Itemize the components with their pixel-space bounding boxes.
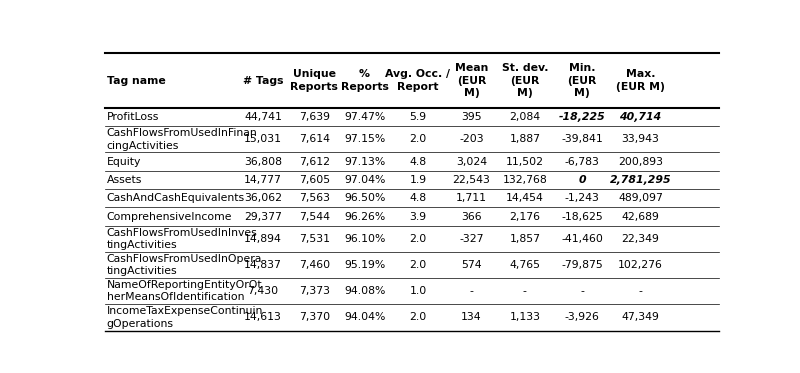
Text: 2.0: 2.0 [410,234,426,244]
Text: 489,097: 489,097 [618,193,663,203]
Text: 22,543: 22,543 [453,175,490,185]
Text: 14,777: 14,777 [244,175,282,185]
Text: -18,625: -18,625 [562,211,603,222]
Text: -327: -327 [459,234,484,244]
Text: 2.0: 2.0 [410,260,426,270]
Text: 366: 366 [461,211,482,222]
Text: 33,943: 33,943 [622,134,659,144]
Text: 97.04%: 97.04% [344,175,386,185]
Text: CashFlowsFromUsedInFinan
cingActivities: CashFlowsFromUsedInFinan cingActivities [107,128,258,151]
Text: 5.9: 5.9 [410,112,426,122]
Text: 1.9: 1.9 [410,175,426,185]
Text: Min.
(EUR
M): Min. (EUR M) [567,63,597,98]
Text: 2.0: 2.0 [410,134,426,144]
Text: 42,689: 42,689 [622,211,659,222]
Text: 36,808: 36,808 [244,157,282,167]
Text: ProfitLoss: ProfitLoss [107,112,159,122]
Text: -3,926: -3,926 [565,313,600,322]
Text: Assets: Assets [107,175,142,185]
Text: IncomeTaxExpenseContinuin
gOperations: IncomeTaxExpenseContinuin gOperations [107,306,263,329]
Text: 7,460: 7,460 [298,260,330,270]
Text: 7,430: 7,430 [247,286,278,296]
Text: CashFlowsFromUsedInOpera
tingActivities: CashFlowsFromUsedInOpera tingActivities [107,254,262,276]
Text: 574: 574 [461,260,482,270]
Text: 2.0: 2.0 [410,313,426,322]
Text: 96.50%: 96.50% [344,193,386,203]
Text: 7,531: 7,531 [298,234,330,244]
Text: 44,741: 44,741 [244,112,282,122]
Text: 97.15%: 97.15% [344,134,386,144]
Text: NameOfReportingEntityOrOt
herMeansOfIdentification: NameOfReportingEntityOrOt herMeansOfIden… [107,280,262,303]
Text: CashFlowsFromUsedInInves
tingActivities: CashFlowsFromUsedInInves tingActivities [107,228,258,250]
Text: 7,639: 7,639 [298,112,330,122]
Text: 97.13%: 97.13% [344,157,386,167]
Text: 14,837: 14,837 [244,260,282,270]
Text: ComprehensiveIncome: ComprehensiveIncome [107,211,232,222]
Text: 15,031: 15,031 [244,134,282,144]
Text: 29,377: 29,377 [244,211,282,222]
Text: 94.04%: 94.04% [344,313,386,322]
Text: 7,563: 7,563 [298,193,330,203]
Text: 132,768: 132,768 [502,175,547,185]
Text: 4.8: 4.8 [410,193,426,203]
Text: 14,613: 14,613 [244,313,282,322]
Text: St. dev.
(EUR
M): St. dev. (EUR M) [502,63,548,98]
Text: 22,349: 22,349 [622,234,659,244]
Text: 47,349: 47,349 [622,313,659,322]
Text: -6,783: -6,783 [565,157,600,167]
Text: 11,502: 11,502 [506,157,544,167]
Text: 7,605: 7,605 [298,175,330,185]
Text: -39,841: -39,841 [562,134,603,144]
Text: 1,133: 1,133 [510,313,540,322]
Text: 1,711: 1,711 [456,193,487,203]
Text: -41,460: -41,460 [562,234,603,244]
Text: Unique
Reports: Unique Reports [290,69,338,92]
Text: Tag name: Tag name [107,76,166,86]
Text: 7,612: 7,612 [298,157,330,167]
Text: -: - [470,286,474,296]
Text: 95.19%: 95.19% [344,260,386,270]
Text: 96.26%: 96.26% [344,211,386,222]
Text: 2,781,295: 2,781,295 [610,175,671,185]
Text: 40,714: 40,714 [619,112,662,122]
Text: 1.0: 1.0 [410,286,426,296]
Text: -79,875: -79,875 [562,260,603,270]
Text: 4,765: 4,765 [510,260,540,270]
Text: 3.9: 3.9 [410,211,426,222]
Text: -18,225: -18,225 [559,112,606,122]
Text: 14,454: 14,454 [506,193,544,203]
Text: -1,243: -1,243 [565,193,600,203]
Text: -203: -203 [459,134,484,144]
Text: 7,544: 7,544 [298,211,330,222]
Text: %
Reports: % Reports [341,69,389,92]
Text: 7,370: 7,370 [298,313,330,322]
Text: Mean
(EUR
M): Mean (EUR M) [454,63,488,98]
Text: 2,176: 2,176 [510,211,540,222]
Text: 134: 134 [461,313,482,322]
Text: 97.47%: 97.47% [344,112,386,122]
Text: 7,614: 7,614 [298,134,330,144]
Text: 94.08%: 94.08% [344,286,386,296]
Text: 2,084: 2,084 [510,112,540,122]
Text: # Tags: # Tags [242,76,283,86]
Text: 36,062: 36,062 [244,193,282,203]
Text: Max.
(EUR M): Max. (EUR M) [616,69,665,92]
Text: Avg. Occ. /
Report: Avg. Occ. / Report [386,69,450,92]
Text: 200,893: 200,893 [618,157,663,167]
Text: -: - [523,286,526,296]
Text: 1,857: 1,857 [510,234,540,244]
Text: 14,894: 14,894 [244,234,282,244]
Text: -: - [638,286,642,296]
Text: 96.10%: 96.10% [344,234,386,244]
Text: 1,887: 1,887 [510,134,540,144]
Text: 7,373: 7,373 [298,286,330,296]
Text: 3,024: 3,024 [456,157,487,167]
Text: 102,276: 102,276 [618,260,663,270]
Text: 4.8: 4.8 [410,157,426,167]
Text: 0: 0 [578,175,586,185]
Text: Equity: Equity [107,157,141,167]
Text: CashAndCashEquivalents: CashAndCashEquivalents [107,193,245,203]
Text: 395: 395 [461,112,482,122]
Text: -: - [580,286,584,296]
